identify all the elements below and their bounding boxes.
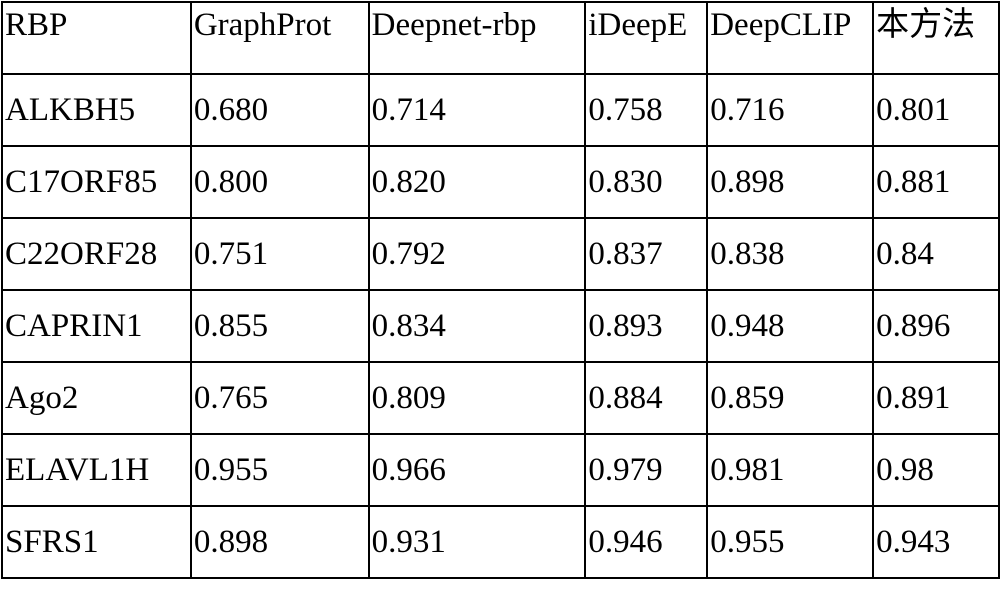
value-cell: 0.859	[707, 362, 873, 434]
row-label: SFRS1	[2, 506, 191, 578]
value-cell: 0.981	[707, 434, 873, 506]
value-cell: 0.800	[191, 146, 369, 218]
value-cell: 0.893	[585, 290, 707, 362]
value-cell: 0.855	[191, 290, 369, 362]
value-cell: 0.830	[585, 146, 707, 218]
data-row: CAPRIN10.8550.8340.8930.9480.896	[2, 290, 999, 362]
value-cell: 0.751	[191, 218, 369, 290]
value-cell: 0.896	[873, 290, 999, 362]
header-row: RBPGraphProtDeepnet-rbpiDeepEDeepCLIP本方法	[2, 2, 999, 74]
value-cell: 0.801	[873, 74, 999, 146]
value-cell: 0.716	[707, 74, 873, 146]
data-row: C22ORF280.7510.7920.8370.8380.84	[2, 218, 999, 290]
row-label: ELAVL1H	[2, 434, 191, 506]
value-cell: 0.758	[585, 74, 707, 146]
header-cell: iDeepE	[585, 2, 707, 74]
value-cell: 0.979	[585, 434, 707, 506]
value-cell: 0.84	[873, 218, 999, 290]
value-cell: 0.884	[585, 362, 707, 434]
value-cell: 0.881	[873, 146, 999, 218]
value-cell: 0.834	[369, 290, 586, 362]
value-cell: 0.898	[707, 146, 873, 218]
value-cell: 0.955	[707, 506, 873, 578]
data-row: ALKBH50.6800.7140.7580.7160.801	[2, 74, 999, 146]
value-cell: 0.765	[191, 362, 369, 434]
value-cell: 0.792	[369, 218, 586, 290]
row-label: CAPRIN1	[2, 290, 191, 362]
header-cell: Deepnet-rbp	[369, 2, 586, 74]
header-cell: 本方法	[873, 2, 999, 74]
row-label: C17ORF85	[2, 146, 191, 218]
data-row: C17ORF850.8000.8200.8300.8980.881	[2, 146, 999, 218]
value-cell: 0.946	[585, 506, 707, 578]
value-cell: 0.898	[191, 506, 369, 578]
value-cell: 0.838	[707, 218, 873, 290]
value-cell: 0.680	[191, 74, 369, 146]
value-cell: 0.809	[369, 362, 586, 434]
value-cell: 0.891	[873, 362, 999, 434]
value-cell: 0.714	[369, 74, 586, 146]
header-cell: RBP	[2, 2, 191, 74]
value-cell: 0.966	[369, 434, 586, 506]
value-cell: 0.98	[873, 434, 999, 506]
header-cell: DeepCLIP	[707, 2, 873, 74]
data-row: ELAVL1H0.9550.9660.9790.9810.98	[2, 434, 999, 506]
data-row: SFRS10.8980.9310.9460.9550.943	[2, 506, 999, 578]
value-cell: 0.948	[707, 290, 873, 362]
row-label: ALKBH5	[2, 74, 191, 146]
value-cell: 0.955	[191, 434, 369, 506]
value-cell: 0.931	[369, 506, 586, 578]
row-label: C22ORF28	[2, 218, 191, 290]
data-row: Ago20.7650.8090.8840.8590.891	[2, 362, 999, 434]
value-cell: 0.820	[369, 146, 586, 218]
results-table: RBPGraphProtDeepnet-rbpiDeepEDeepCLIP本方法…	[1, 1, 1000, 579]
header-cell: GraphProt	[191, 2, 369, 74]
table-body: RBPGraphProtDeepnet-rbpiDeepEDeepCLIP本方法…	[2, 2, 999, 578]
value-cell: 0.837	[585, 218, 707, 290]
value-cell: 0.943	[873, 506, 999, 578]
row-label: Ago2	[2, 362, 191, 434]
